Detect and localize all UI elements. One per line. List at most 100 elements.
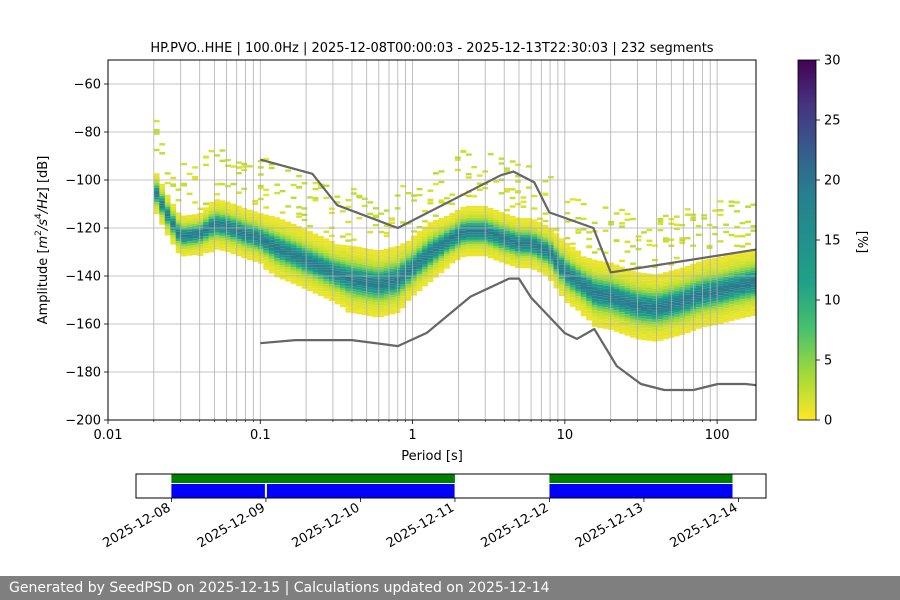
psd-cell [701, 283, 708, 287]
psd-cell [290, 271, 297, 275]
psd-cell [591, 266, 598, 270]
psd-cell [164, 228, 171, 231]
used-segment-bar [266, 484, 455, 498]
psd-cell [340, 280, 346, 284]
psd-cell [613, 274, 620, 277]
psd-cell [416, 250, 423, 253]
psd-cell [449, 251, 456, 254]
psd-cell [597, 275, 603, 278]
psd-cell [225, 206, 231, 209]
psd-cell [641, 325, 647, 329]
psd-cell [734, 290, 740, 294]
psd-cell [208, 218, 215, 222]
psd-cell [438, 220, 445, 223]
psd-cell [170, 208, 177, 211]
psd-cell [208, 245, 215, 248]
psd-cell [679, 303, 686, 307]
psd-cell [170, 220, 177, 223]
psd-cell [334, 268, 341, 271]
psd-cell [372, 298, 379, 301]
psd-cell [531, 236, 538, 239]
psd-cell [745, 242, 751, 246]
psd-cell [427, 201, 434, 204]
psd-cell [498, 212, 505, 215]
psd-cell [405, 288, 412, 292]
psd-cell [586, 284, 593, 287]
psd-cell [230, 206, 237, 209]
psd-cell [383, 231, 390, 235]
psd-cell [509, 196, 516, 200]
psd-cell [558, 269, 565, 272]
psd-cell [471, 220, 478, 223]
psd-cell [416, 257, 423, 260]
psd-cell [701, 305, 708, 308]
psd-cell [739, 277, 746, 280]
psd-cell [646, 228, 653, 232]
psd-cell [569, 285, 576, 288]
psd-cell [717, 256, 724, 260]
psd-cell [641, 292, 647, 295]
psd-cell [356, 271, 363, 274]
psd-cell [246, 216, 253, 220]
psd-cell [624, 323, 631, 327]
psd-cell [520, 239, 527, 242]
psd-cell [460, 209, 467, 212]
psd-cell [597, 318, 603, 321]
psd-cell [558, 245, 565, 248]
psd-cell [684, 285, 691, 288]
psd-cell [318, 238, 324, 241]
psd-cell [619, 302, 625, 305]
psd-cell [662, 237, 669, 240]
x-tick-label: 0.1 [250, 428, 271, 443]
psd-cell [542, 270, 549, 273]
psd-cell [498, 257, 505, 261]
psd-cell [641, 333, 647, 336]
psd-cell [274, 248, 281, 251]
psd-cell [416, 279, 423, 282]
psd-cell [619, 276, 625, 279]
psd-cell [312, 238, 319, 241]
psd-cell [307, 267, 313, 270]
psd-cell [630, 292, 636, 295]
psd-cell [646, 297, 653, 300]
psd-cell [624, 294, 631, 298]
psd-cell [504, 169, 510, 173]
psd-cell [635, 305, 642, 309]
psd-cell [192, 233, 198, 236]
psd-cell [602, 316, 609, 320]
psd-cell [197, 244, 204, 247]
psd-cell [712, 282, 718, 285]
psd-cell [389, 252, 395, 255]
psd-cell [301, 274, 308, 277]
psd-cell [268, 232, 275, 236]
psd-cell [389, 247, 395, 250]
psd-cell [361, 279, 368, 282]
psd-cell [471, 241, 478, 245]
psd-cell [197, 220, 204, 223]
psd-cell [159, 215, 166, 218]
psd-cell [372, 207, 379, 210]
psd-cell [498, 157, 505, 160]
psd-cell [279, 221, 286, 225]
psd-cell [329, 257, 335, 261]
psd-cell [405, 250, 412, 253]
psd-cell [268, 239, 275, 243]
psd-cell [236, 220, 242, 223]
psd-cell [553, 252, 560, 255]
psd-cell [586, 318, 593, 321]
psd-cell [378, 288, 385, 291]
psd-cell [591, 298, 598, 301]
psd-cell [181, 254, 187, 257]
psd-cell [361, 296, 368, 299]
psd-cell [646, 314, 653, 317]
psd-cell [416, 288, 423, 291]
psd-cell [252, 247, 259, 250]
psd-cell [236, 248, 242, 252]
psd-cell [345, 252, 352, 255]
psd-cell [646, 316, 653, 320]
psd-cell [717, 319, 724, 322]
psd-cell [181, 232, 187, 235]
psd-cell [225, 225, 231, 228]
psd-cell [520, 205, 527, 208]
psd-cell [400, 250, 406, 253]
